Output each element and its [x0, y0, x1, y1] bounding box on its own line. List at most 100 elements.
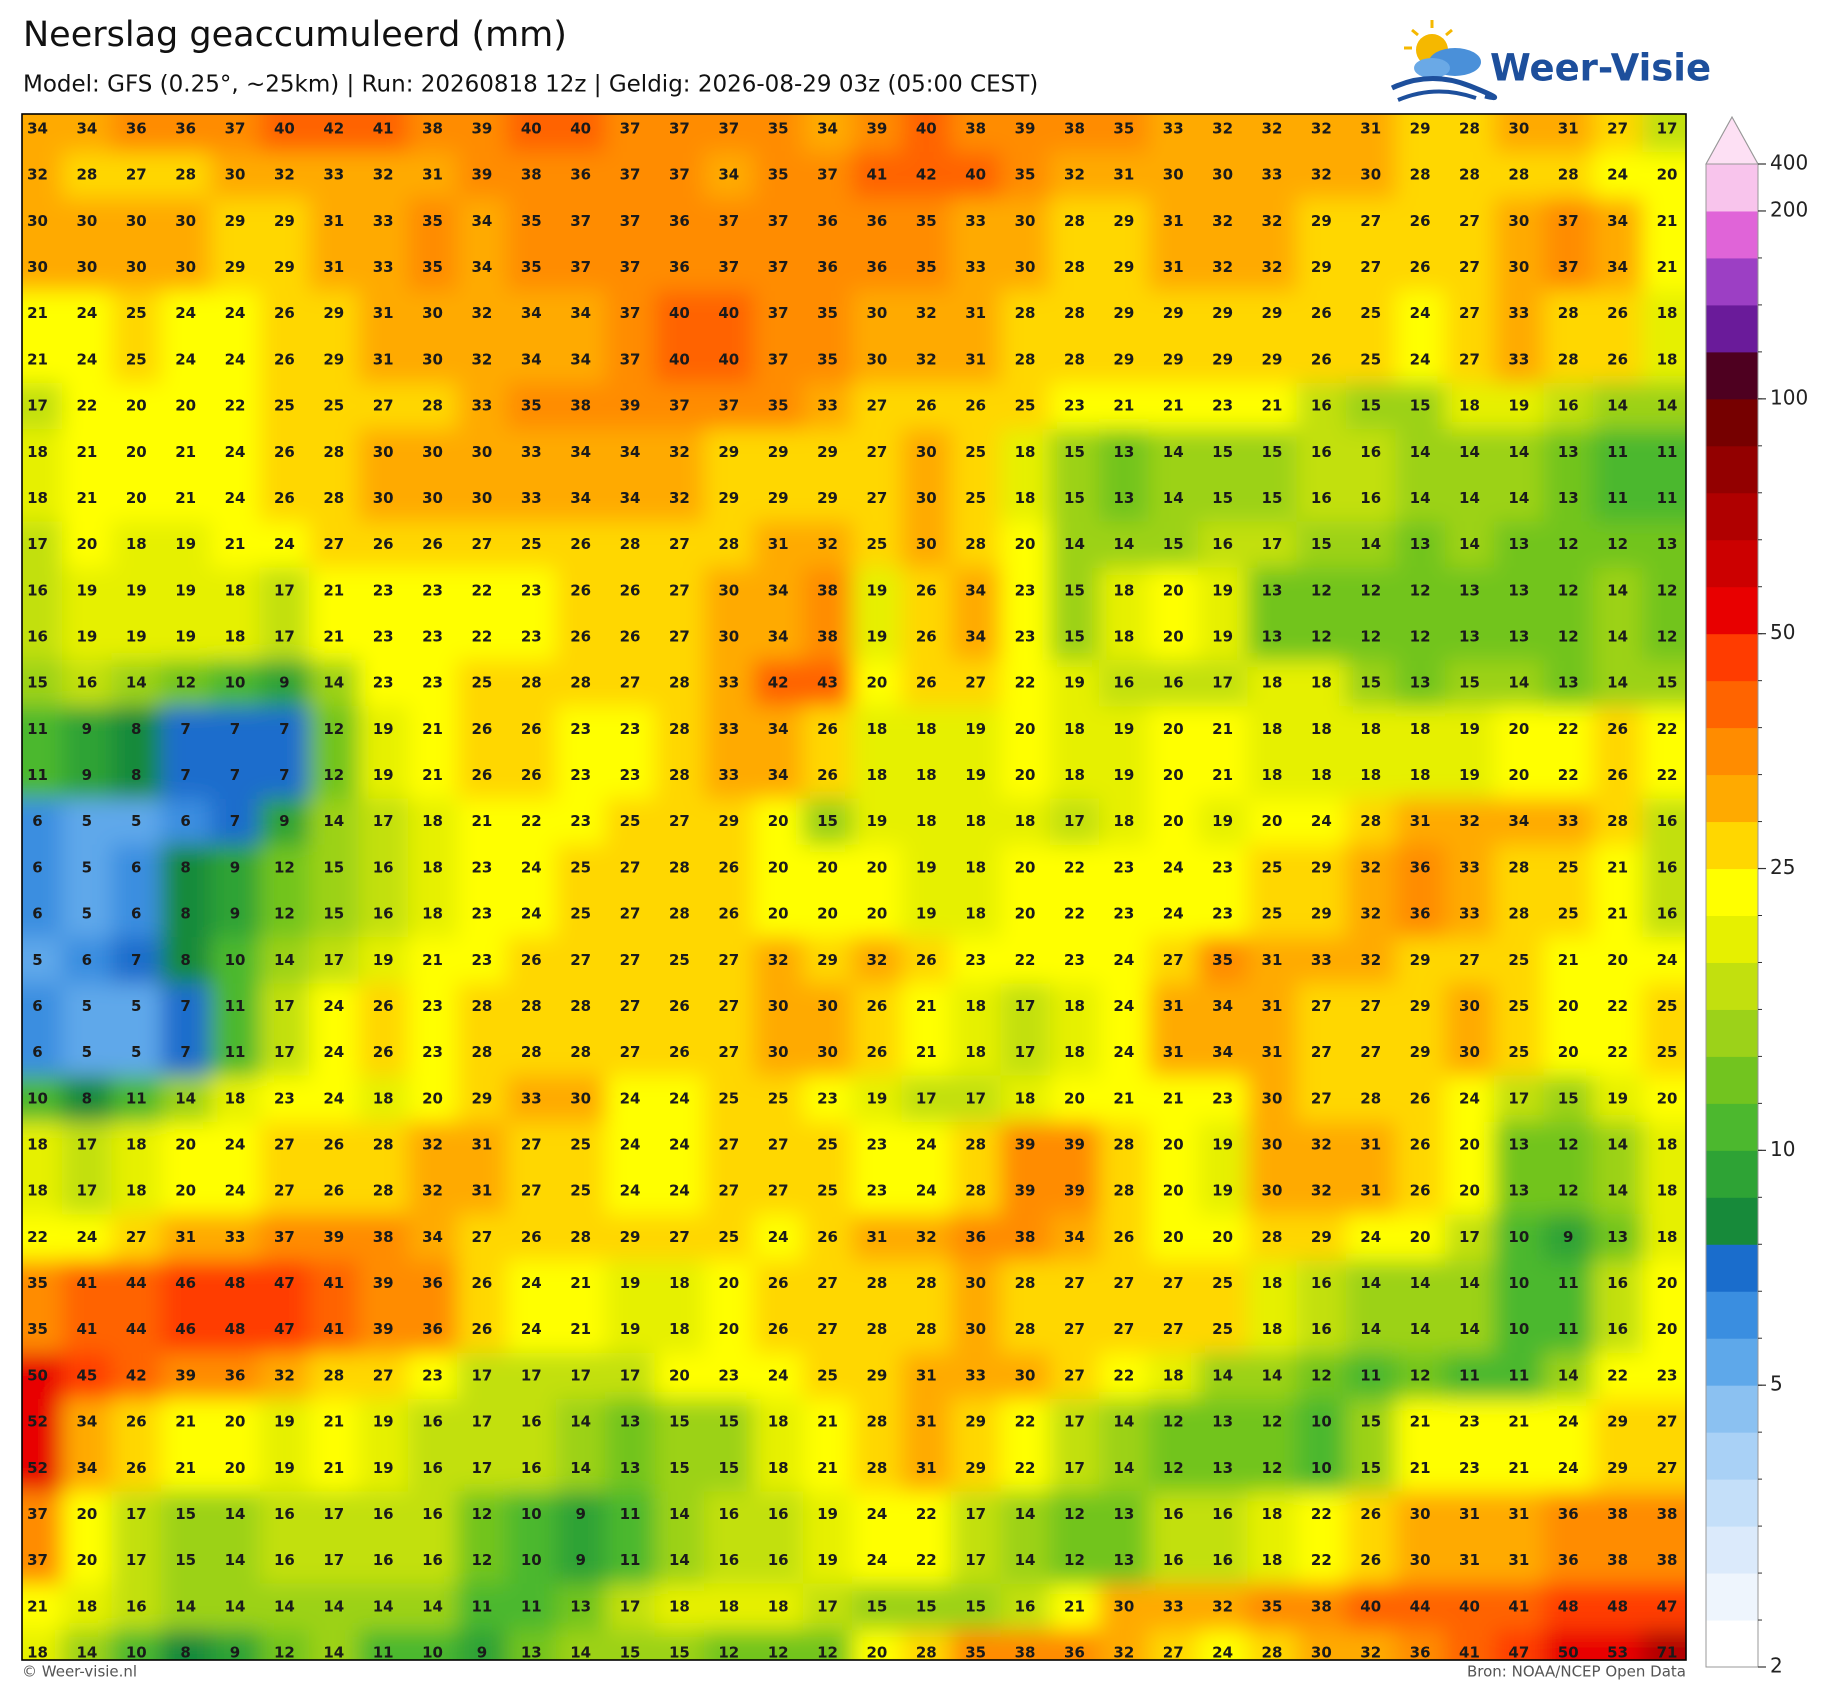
precip-cell [951, 152, 1001, 199]
precip-cell [506, 613, 557, 661]
colorbar-band [1706, 727, 1758, 776]
precip-cell [1543, 114, 1594, 153]
precip-cell [1642, 983, 1686, 1031]
precip-cell [1296, 1583, 1347, 1631]
precip-cell [1444, 1491, 1495, 1539]
precip-cell [1247, 1029, 1298, 1077]
precip-cell [605, 1075, 656, 1123]
colorbar-tick-label: 2 [1770, 1654, 1783, 1678]
precip-cell [753, 891, 804, 938]
precip-value: 24 [1607, 166, 1628, 184]
precip-cell [506, 1583, 557, 1631]
precip-cell [1296, 1029, 1347, 1077]
precip-value: 14 [1459, 443, 1480, 461]
precip-cell [160, 198, 211, 246]
precip-cell [358, 1399, 409, 1446]
precip-value: 34 [768, 720, 789, 738]
precip-value: 18 [1163, 1366, 1184, 1384]
precip-value: 29 [620, 1228, 641, 1246]
precip-cell [852, 1029, 903, 1077]
precip-cell [457, 429, 508, 476]
precip-cell [407, 1399, 458, 1446]
precip-cell [555, 567, 606, 615]
precip-cell [1395, 1491, 1446, 1539]
precip-value: 34 [768, 581, 789, 599]
precip-value: 37 [27, 1551, 48, 1569]
precip-value: 15 [1064, 581, 1085, 599]
precip-value: 7 [180, 720, 190, 738]
precip-cell [1000, 1352, 1051, 1400]
precip-value: 18 [1410, 720, 1431, 738]
precip-cell [1148, 706, 1199, 754]
precip-value: 24 [768, 1366, 789, 1384]
precip-value: 18 [1064, 1043, 1085, 1061]
precip-cell [1247, 429, 1298, 476]
precip-value: 42 [916, 166, 937, 184]
precip-value: 11 [1459, 1366, 1480, 1384]
precip-value: 27 [126, 1228, 147, 1246]
precip-cell [654, 290, 705, 338]
precip-value: 5 [131, 812, 141, 830]
precip-cell [457, 1537, 508, 1585]
precip-cell [1247, 521, 1298, 569]
precip-value: 36 [817, 212, 838, 230]
precip-value: 16 [1657, 858, 1678, 876]
precip-value: 32 [1262, 212, 1283, 230]
precip-value: 29 [1212, 304, 1233, 322]
precip-cell [1346, 198, 1397, 246]
precip-cell [605, 198, 656, 246]
precip-value: 24 [620, 1136, 641, 1154]
precip-cell [1296, 383, 1347, 430]
precip-value: 39 [1015, 1182, 1036, 1200]
precip-value: 15 [1459, 674, 1480, 692]
precip-value: 15 [817, 812, 838, 830]
precip-value: 7 [230, 812, 240, 830]
precip-cell [1197, 521, 1248, 569]
precip-cell [160, 613, 211, 661]
precip-value: 14 [1360, 1320, 1381, 1338]
precip-value: 20 [1657, 166, 1678, 184]
precip-cell [901, 1583, 952, 1631]
precip-value: 37 [274, 1228, 295, 1246]
precip-value: 19 [274, 1459, 295, 1477]
precip-value: 15 [669, 1413, 690, 1431]
precip-value: 14 [1212, 1366, 1233, 1384]
precip-value: 18 [916, 766, 937, 784]
precip-cell [654, 660, 705, 707]
precip-value: 48 [225, 1274, 246, 1292]
precip-cell [605, 752, 656, 800]
precip-cell [852, 1491, 903, 1539]
precip-value: 21 [1657, 258, 1678, 276]
precip-value: 28 [916, 1320, 937, 1338]
precip-cell [1197, 198, 1248, 246]
precip-value: 26 [274, 443, 295, 461]
precip-cell [1592, 1168, 1643, 1215]
precip-cell [1444, 521, 1495, 569]
precip-value: 8 [180, 858, 190, 876]
precip-value: 31 [1459, 1551, 1480, 1569]
precip-cell [1247, 1121, 1298, 1169]
precip-cell [1543, 567, 1594, 615]
precip-cell [1543, 983, 1594, 1031]
precip-cell [457, 752, 508, 800]
precip-cell [309, 844, 360, 892]
precip-cell [951, 1583, 1001, 1631]
precip-value: 21 [27, 304, 48, 322]
precip-value: 14 [225, 1597, 246, 1615]
precip-value: 29 [1410, 997, 1431, 1015]
precip-value: 18 [27, 489, 48, 507]
precip-cell [259, 1537, 310, 1585]
precip-cell [22, 891, 63, 938]
precip-value: 24 [1360, 1228, 1381, 1246]
precip-cell [802, 1352, 853, 1400]
precip-cell [753, 1214, 804, 1262]
precip-value: 14 [1262, 1366, 1283, 1384]
precip-cell [555, 937, 606, 984]
precip-value: 16 [422, 1505, 443, 1523]
precip-cell [1099, 706, 1150, 754]
precip-cell [1346, 1214, 1397, 1262]
precip-cell [654, 383, 705, 430]
precip-value: 30 [1508, 258, 1529, 276]
precip-cell [1543, 475, 1594, 523]
precip-cell [1346, 152, 1397, 199]
